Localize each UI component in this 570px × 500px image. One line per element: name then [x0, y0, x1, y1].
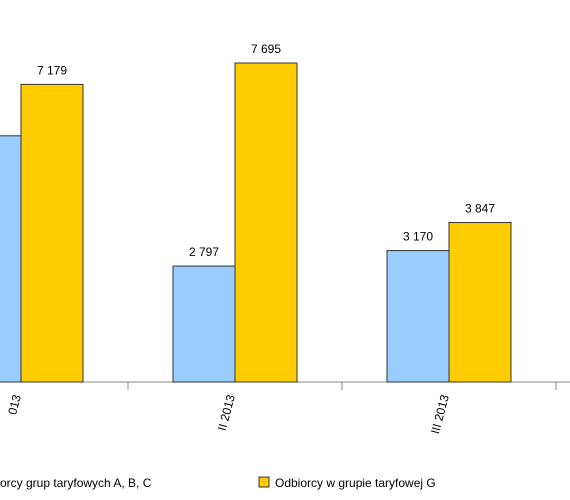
bar: [0, 135, 22, 383]
legend-label: Odbiorcy w grupie taryfowej G: [275, 476, 436, 490]
bar: [386, 250, 450, 383]
bar: [234, 62, 298, 383]
value-label: 3 847: [465, 202, 495, 216]
value-label: 7 179: [37, 63, 67, 77]
value-label: 7 695: [251, 42, 281, 56]
bar: [172, 265, 236, 383]
bar: [448, 222, 512, 383]
x-tick-label: III 2013: [428, 393, 452, 436]
legend-label: orcy grup taryfowych A, B, C: [0, 476, 152, 490]
value-label: 2 797: [189, 245, 219, 259]
value-label: 3 170: [403, 230, 433, 244]
x-tick-label: 013: [5, 393, 24, 416]
legend-swatch: [258, 476, 270, 488]
x-tick-label: II 2013: [215, 393, 238, 432]
bar: [20, 83, 84, 383]
